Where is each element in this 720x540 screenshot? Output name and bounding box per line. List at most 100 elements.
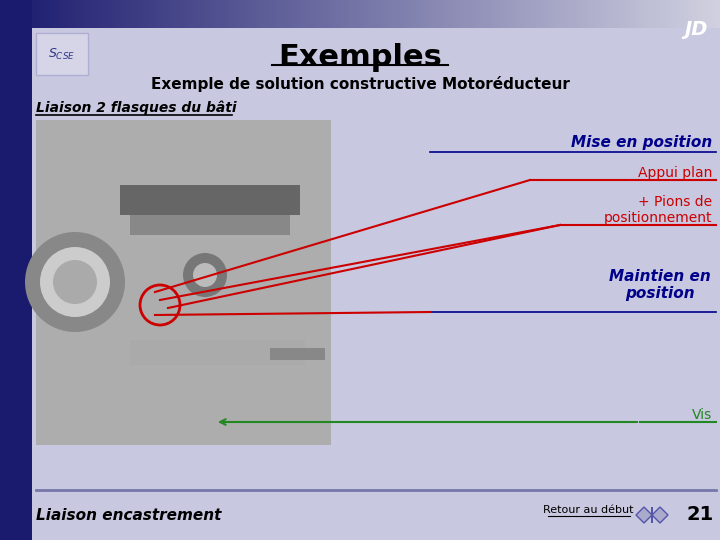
Bar bbox=[374, 0, 379, 28]
Bar bbox=[594, 0, 598, 28]
Bar bbox=[515, 0, 519, 28]
Bar bbox=[454, 0, 458, 28]
Bar bbox=[446, 0, 451, 28]
Bar bbox=[601, 0, 606, 28]
Text: Retour au début: Retour au début bbox=[543, 505, 634, 515]
Bar bbox=[616, 0, 620, 28]
Bar bbox=[500, 0, 505, 28]
Bar bbox=[490, 0, 494, 28]
Bar bbox=[364, 0, 368, 28]
Bar bbox=[400, 0, 404, 28]
Bar bbox=[266, 0, 271, 28]
Bar bbox=[0, 0, 32, 540]
Bar bbox=[407, 0, 411, 28]
Bar bbox=[684, 0, 688, 28]
Bar bbox=[36, 120, 331, 445]
Bar bbox=[137, 0, 141, 28]
Bar bbox=[630, 0, 634, 28]
Text: Exemple de solution constructive Motoréducteur: Exemple de solution constructive Motoréd… bbox=[150, 76, 570, 92]
Bar bbox=[331, 120, 716, 445]
Bar bbox=[122, 0, 127, 28]
Bar bbox=[698, 0, 703, 28]
Bar bbox=[457, 0, 462, 28]
Bar bbox=[385, 0, 390, 28]
Bar bbox=[130, 340, 305, 365]
Bar bbox=[536, 0, 541, 28]
Text: Maintien en
position: Maintien en position bbox=[609, 269, 711, 301]
Bar bbox=[421, 0, 426, 28]
Bar bbox=[230, 0, 235, 28]
Bar bbox=[169, 0, 174, 28]
Bar bbox=[288, 0, 292, 28]
Bar bbox=[158, 0, 163, 28]
Bar bbox=[590, 0, 595, 28]
Bar bbox=[680, 0, 685, 28]
Bar bbox=[263, 0, 267, 28]
Bar bbox=[468, 0, 472, 28]
Bar bbox=[587, 0, 591, 28]
Bar bbox=[176, 0, 181, 28]
Bar bbox=[691, 0, 696, 28]
Bar bbox=[29, 0, 33, 28]
Bar bbox=[598, 0, 602, 28]
Bar bbox=[533, 0, 537, 28]
Bar bbox=[392, 0, 397, 28]
Bar bbox=[371, 0, 375, 28]
Bar bbox=[486, 0, 490, 28]
Bar bbox=[605, 0, 609, 28]
Bar bbox=[83, 0, 87, 28]
Bar bbox=[612, 0, 616, 28]
Bar bbox=[547, 0, 552, 28]
Bar bbox=[464, 0, 469, 28]
Bar bbox=[58, 0, 62, 28]
Bar bbox=[120, 185, 300, 215]
Bar bbox=[651, 507, 653, 523]
Bar bbox=[184, 0, 188, 28]
Bar bbox=[666, 0, 670, 28]
Bar bbox=[205, 0, 210, 28]
Text: Appui plan: Appui plan bbox=[638, 166, 712, 180]
Bar bbox=[7, 0, 12, 28]
Bar bbox=[166, 0, 170, 28]
Bar bbox=[709, 0, 714, 28]
Text: JD: JD bbox=[685, 20, 708, 39]
Bar bbox=[461, 0, 465, 28]
Bar bbox=[140, 0, 145, 28]
Bar bbox=[223, 0, 228, 28]
Bar bbox=[97, 0, 102, 28]
Bar bbox=[475, 0, 480, 28]
Bar bbox=[346, 0, 350, 28]
Bar bbox=[220, 0, 224, 28]
Bar bbox=[227, 0, 231, 28]
Bar bbox=[551, 0, 555, 28]
Bar bbox=[608, 0, 613, 28]
Bar bbox=[68, 0, 73, 28]
Bar bbox=[529, 0, 534, 28]
Bar bbox=[36, 120, 331, 445]
Bar bbox=[212, 0, 217, 28]
Bar bbox=[241, 0, 246, 28]
Bar bbox=[511, 0, 516, 28]
Bar bbox=[335, 0, 339, 28]
Bar bbox=[619, 0, 624, 28]
Bar bbox=[104, 0, 109, 28]
Bar bbox=[580, 0, 584, 28]
Bar bbox=[641, 0, 645, 28]
Bar bbox=[360, 0, 364, 28]
Bar bbox=[482, 0, 487, 28]
Bar bbox=[349, 0, 354, 28]
Bar bbox=[36, 33, 88, 75]
Bar bbox=[94, 0, 98, 28]
Bar bbox=[202, 0, 206, 28]
Bar bbox=[479, 0, 483, 28]
Bar bbox=[148, 0, 152, 28]
Bar bbox=[572, 0, 577, 28]
Circle shape bbox=[25, 232, 125, 332]
Bar bbox=[328, 0, 332, 28]
Bar bbox=[25, 0, 30, 28]
Circle shape bbox=[183, 253, 227, 297]
Bar bbox=[115, 0, 120, 28]
Bar bbox=[716, 0, 720, 28]
Bar bbox=[497, 0, 501, 28]
Bar bbox=[130, 215, 290, 235]
